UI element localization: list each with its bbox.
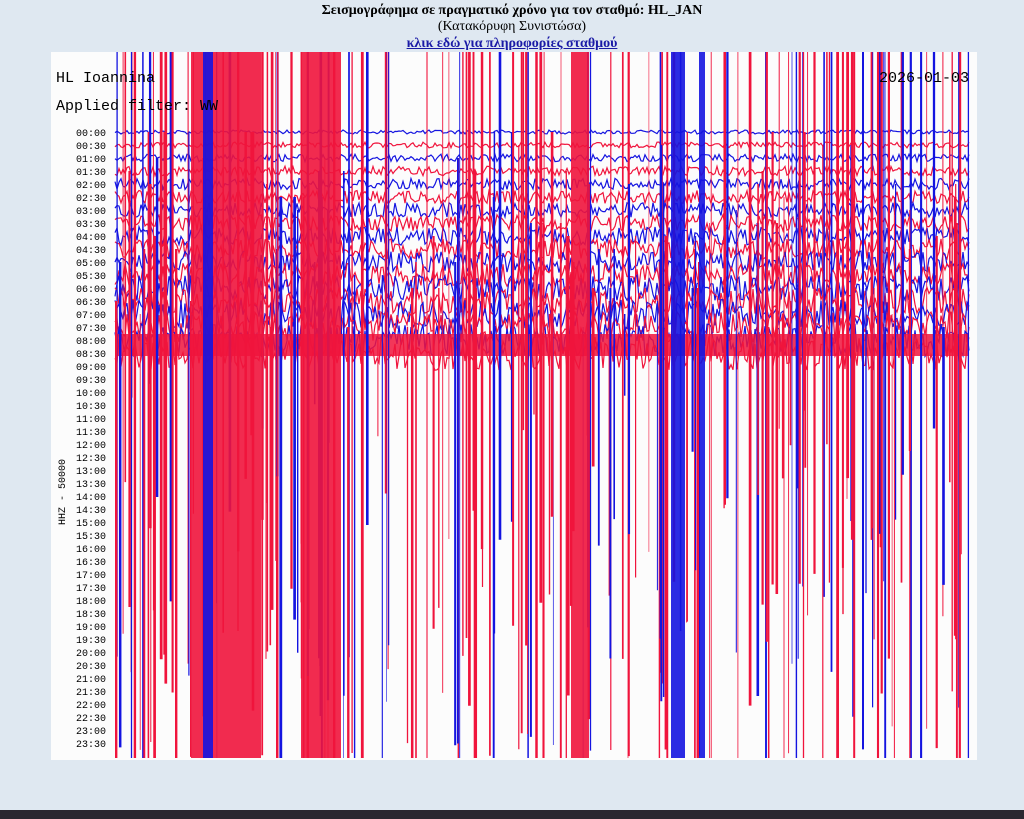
time-label: 10:30 — [76, 402, 106, 413]
station-name: HL Ioannina — [56, 70, 155, 87]
time-label: 22:30 — [76, 714, 106, 725]
time-label: 09:00 — [76, 363, 106, 374]
time-label: 02:00 — [76, 181, 106, 192]
seismogram: HL Ioannina Applied filter: WW 2026-01-0… — [51, 52, 977, 760]
time-label: 01:00 — [76, 155, 106, 166]
trace-block — [571, 52, 589, 758]
time-label: 17:30 — [76, 584, 106, 595]
trace-block — [203, 52, 213, 758]
time-label: 20:30 — [76, 662, 106, 673]
time-label: 05:00 — [76, 259, 106, 270]
time-label: 14:30 — [76, 506, 106, 517]
header: Σεισμογράφημα σε πραγματικό χρόνο για το… — [0, 3, 1024, 52]
time-label: 01:30 — [76, 168, 106, 179]
bottom-bar — [0, 810, 1024, 819]
time-label: 12:00 — [76, 441, 106, 452]
time-label: 11:00 — [76, 415, 106, 426]
time-label: 08:30 — [76, 350, 106, 361]
time-label: 15:30 — [76, 532, 106, 543]
time-label: 19:30 — [76, 636, 106, 647]
time-label: 00:30 — [76, 142, 106, 153]
time-label: 10:00 — [76, 389, 106, 400]
time-label: 09:30 — [76, 376, 106, 387]
time-labels: 00:00 00:30 01:00 01:30 02:00 02:30 03:00 03:30… — [76, 129, 106, 751]
time-label: 20:00 — [76, 649, 106, 660]
station-info-link[interactable]: κλικ εδώ για πληροφορίες σταθμού — [406, 36, 618, 51]
trace-block — [191, 52, 261, 758]
time-label: 03:00 — [76, 207, 106, 218]
time-label: 12:30 — [76, 454, 106, 465]
date-label: 2026-01-03 — [879, 70, 969, 87]
time-label: 13:30 — [76, 480, 106, 491]
time-label: 06:00 — [76, 285, 106, 296]
time-label: 02:30 — [76, 194, 106, 205]
time-label: 04:00 — [76, 233, 106, 244]
time-label: 18:30 — [76, 610, 106, 621]
time-label: 17:00 — [76, 571, 106, 582]
filter-label: Applied filter: WW — [56, 98, 218, 115]
time-label: 19:00 — [76, 623, 106, 634]
time-label: 14:00 — [76, 493, 106, 504]
time-label: 18:00 — [76, 597, 106, 608]
traces — [114, 52, 970, 758]
time-label: 05:30 — [76, 272, 106, 283]
time-label: 23:00 — [76, 727, 106, 738]
trace-block — [699, 52, 705, 758]
time-label: 06:30 — [76, 298, 106, 309]
time-label: 07:30 — [76, 324, 106, 335]
channel-label: HHZ - 50000 — [58, 459, 69, 525]
page-subtitle: (Κατακόρυφη Συνιστώσα) — [437, 19, 587, 34]
time-label: 07:00 — [76, 311, 106, 322]
time-label: 16:00 — [76, 545, 106, 556]
time-label: 00:00 — [76, 129, 106, 140]
time-label: 21:00 — [76, 675, 106, 686]
time-label: 22:00 — [76, 701, 106, 712]
time-label: 03:30 — [76, 220, 106, 231]
time-label: 13:00 — [76, 467, 106, 478]
time-label: 11:30 — [76, 428, 106, 439]
time-label: 04:30 — [76, 246, 106, 257]
time-label: 21:30 — [76, 688, 106, 699]
time-label: 15:00 — [76, 519, 106, 530]
time-label: 08:00 — [76, 337, 106, 348]
time-label: 16:30 — [76, 558, 106, 569]
time-label: 23:30 — [76, 740, 106, 751]
trace-block — [671, 52, 685, 758]
page-title: Σεισμογράφημα σε πραγματικό χρόνο για το… — [321, 3, 703, 18]
trace-block — [301, 52, 341, 758]
